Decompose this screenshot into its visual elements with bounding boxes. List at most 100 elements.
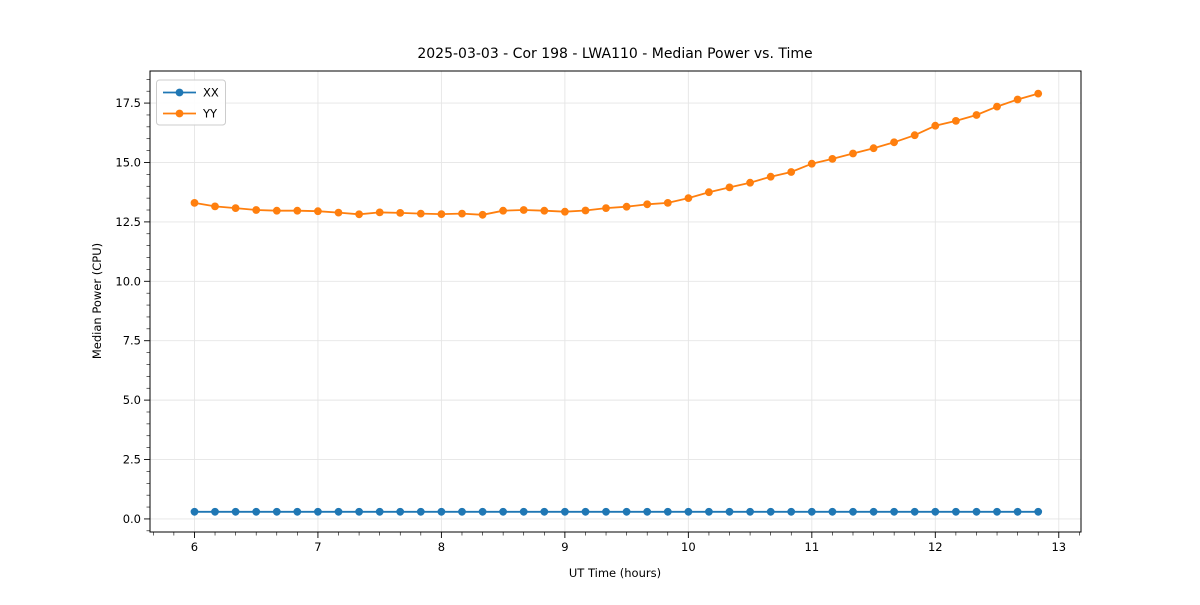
series-YY xyxy=(190,89,1043,219)
data-point xyxy=(355,507,363,516)
legend-label: YY xyxy=(202,107,218,121)
data-point xyxy=(602,507,610,516)
data-point xyxy=(849,149,857,158)
data-point xyxy=(684,507,693,516)
grid-layer xyxy=(150,71,1081,532)
data-point xyxy=(952,117,960,125)
data-point xyxy=(787,507,796,516)
data-point xyxy=(519,206,528,214)
data-point xyxy=(519,507,528,516)
plot-border xyxy=(149,70,1082,533)
data-point xyxy=(910,507,919,516)
x-tick-label: 8 xyxy=(438,540,445,554)
data-point xyxy=(458,507,466,516)
data-point xyxy=(458,209,466,218)
data-point xyxy=(437,507,446,516)
y-tick-label: 10.0 xyxy=(115,274,141,288)
data-point xyxy=(272,507,281,516)
data-point xyxy=(1013,95,1022,104)
data-point xyxy=(396,507,405,516)
data-point xyxy=(561,507,569,516)
data-point xyxy=(952,507,960,516)
y-tick-label: 15.0 xyxy=(115,155,141,169)
data-point xyxy=(643,200,652,209)
data-point xyxy=(314,207,322,216)
data-point xyxy=(705,188,713,197)
data-point xyxy=(272,206,281,215)
y-tick-label: 5.0 xyxy=(123,393,141,407)
x-tick-label: 9 xyxy=(561,540,568,554)
data-point xyxy=(231,204,240,213)
data-point xyxy=(478,507,487,516)
data-point xyxy=(663,199,672,207)
data-point xyxy=(190,199,199,207)
data-point xyxy=(869,144,878,153)
y-tick-label: 12.5 xyxy=(115,215,141,229)
data-point xyxy=(231,507,240,516)
data-point xyxy=(622,202,631,211)
x-tick-label: 7 xyxy=(314,540,321,554)
data-point xyxy=(972,507,981,516)
data-point xyxy=(910,131,919,140)
data-point xyxy=(416,209,425,218)
data-point xyxy=(828,155,837,163)
data-point xyxy=(746,178,754,187)
legend-marker xyxy=(175,109,184,118)
y-tick-label: 7.5 xyxy=(123,334,141,348)
data-point xyxy=(663,507,672,516)
data-point xyxy=(314,507,322,516)
data-point xyxy=(807,507,816,516)
data-point xyxy=(211,507,219,516)
y-axis-label: Median Power (CPU) xyxy=(90,243,104,359)
legend-label: XX xyxy=(203,86,219,100)
x-tick-label: 11 xyxy=(805,540,820,554)
data-point xyxy=(993,507,1001,516)
data-point xyxy=(252,507,261,516)
legend-marker xyxy=(175,88,184,97)
data-point xyxy=(211,202,219,211)
data-point xyxy=(828,507,837,516)
data-point xyxy=(581,507,590,516)
data-point xyxy=(931,507,940,516)
data-point xyxy=(807,159,816,168)
data-point xyxy=(1034,507,1043,516)
data-point xyxy=(355,210,363,219)
data-point xyxy=(396,209,405,217)
data-point xyxy=(190,507,199,516)
data-point xyxy=(499,507,507,516)
series-line-YY xyxy=(194,92,1039,216)
data-point xyxy=(972,111,981,119)
y-tick-label: 0.0 xyxy=(123,512,141,526)
data-point xyxy=(622,507,631,516)
data-point xyxy=(993,102,1001,111)
y-tick-label: 2.5 xyxy=(123,453,141,467)
data-point xyxy=(1013,507,1022,516)
data-point xyxy=(849,507,857,516)
data-point xyxy=(787,168,796,176)
data-point xyxy=(705,507,713,516)
x-tick-label: 12 xyxy=(928,540,943,554)
series-XX xyxy=(190,507,1043,516)
data-point xyxy=(540,507,549,516)
data-point xyxy=(499,206,507,215)
y-tick-label: 17.5 xyxy=(115,96,141,110)
legend: XX YY xyxy=(156,79,226,126)
data-point xyxy=(293,507,302,516)
tick-layer: 6 7 8 9 10 11 12 13 0.0 2.5 5.0 7.5 10.0 12.5 15.0 17.5 xyxy=(115,79,1080,554)
data-point xyxy=(869,507,878,516)
data-point xyxy=(766,172,775,181)
x-axis-label: UT Time (hours) xyxy=(569,566,661,580)
data-point xyxy=(766,507,775,516)
data-point xyxy=(1034,89,1043,98)
data-point xyxy=(931,121,940,130)
x-tick-label: 6 xyxy=(191,540,198,554)
data-point xyxy=(375,208,384,217)
data-point xyxy=(252,206,261,214)
x-tick-label: 10 xyxy=(681,540,696,554)
data-point xyxy=(293,206,302,215)
data-point xyxy=(725,183,734,192)
x-tick-label: 13 xyxy=(1051,540,1066,554)
data-point xyxy=(602,204,610,213)
